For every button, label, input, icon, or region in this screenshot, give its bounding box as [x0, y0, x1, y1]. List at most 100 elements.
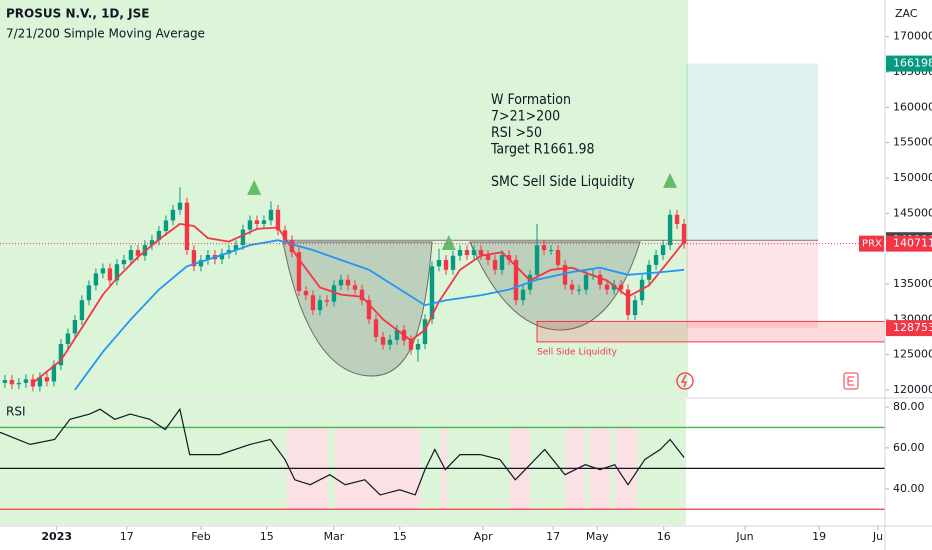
currency: ZAC — [895, 7, 918, 20]
indicator-title: 7/21/200 Simple Moving Average — [6, 27, 205, 41]
candle-body — [275, 209, 281, 231]
x-tick-label: 17 — [120, 530, 134, 543]
candle-body — [674, 214, 680, 224]
candle-body — [310, 295, 316, 311]
signal-triangle — [247, 179, 262, 195]
candle-body — [562, 264, 568, 285]
candle-body — [282, 230, 288, 241]
replay-icon[interactable] — [676, 372, 694, 390]
candle-body — [422, 319, 428, 345]
x-tick-label: Ju — [872, 530, 883, 543]
rsi-line — [0, 407, 685, 496]
candle-body — [345, 279, 351, 286]
target-zone — [686, 63, 818, 241]
price-tag — [886, 235, 932, 252]
y-tick-label: 60.00 — [893, 441, 925, 454]
candle-body — [170, 209, 176, 221]
candle-body — [2, 380, 8, 383]
candle-body — [394, 329, 400, 340]
candle-body — [121, 259, 127, 265]
signal-triangle — [663, 172, 678, 188]
candle-body — [653, 255, 659, 265]
candle-body — [16, 382, 22, 385]
w-cup-left — [282, 241, 433, 377]
x-tick-label: Apr — [474, 530, 494, 543]
annotation: 7>21>200 — [491, 109, 560, 125]
stop-zone — [686, 240, 818, 329]
candle-body — [198, 259, 204, 267]
candle-body — [359, 289, 365, 301]
candle-body — [534, 245, 540, 275]
candle-body — [387, 339, 393, 345]
candle-body — [555, 250, 561, 265]
candle-body — [107, 268, 113, 281]
candle-body — [513, 259, 519, 301]
candle-body — [233, 245, 239, 251]
candle-body — [408, 340, 414, 350]
x-tick-label: 16 — [657, 530, 671, 543]
candle-body — [191, 250, 197, 267]
symbol-label: PRX — [862, 239, 882, 250]
candle-body — [478, 250, 484, 256]
candle-body — [373, 319, 379, 337]
candle-body — [86, 285, 92, 301]
candle-body — [380, 336, 386, 345]
candle-body — [611, 284, 617, 290]
candle-body — [79, 300, 85, 321]
x-tick-label: Jun — [735, 530, 753, 543]
price-tag-label: 166198 — [893, 57, 932, 70]
candle-body — [576, 289, 582, 291]
chart-title: PROSUS N.V., 1D, JSE — [6, 7, 149, 21]
x-tick-label: 15 — [260, 530, 274, 543]
y-tick-label: 120000 — [893, 383, 932, 396]
candle-body — [37, 377, 43, 387]
candle-body — [548, 250, 554, 252]
x-tick-label: Mar — [324, 530, 345, 543]
earnings-icon[interactable] — [843, 372, 859, 390]
candle-body — [625, 289, 631, 316]
candle-body — [303, 291, 309, 296]
y-tick-label: 125000 — [893, 348, 932, 361]
y-tick-label: 135000 — [893, 277, 932, 290]
candle-body — [569, 284, 575, 290]
candle-body — [583, 274, 589, 290]
backgrounds — [0, 0, 688, 525]
price-tag-label: 140711 — [893, 237, 932, 250]
candle-body — [254, 220, 260, 224]
price-tag — [886, 320, 932, 337]
x-tick-label: 19 — [812, 530, 826, 543]
x-tick-label: 15 — [393, 530, 407, 543]
y-tick-label: 160000 — [893, 100, 932, 113]
x-tick-label: May — [586, 530, 609, 543]
x-tick-label: Feb — [191, 530, 210, 543]
price-tag-label: 128753 — [893, 321, 932, 334]
y-tick-label: 150000 — [893, 171, 932, 184]
candle-body — [499, 255, 505, 270]
candle-body — [632, 300, 638, 316]
candle-body — [366, 300, 372, 320]
candle-body — [317, 300, 323, 311]
candle-body — [464, 250, 470, 256]
candle-body — [429, 266, 435, 320]
candle-body — [205, 255, 211, 260]
candle-body — [156, 230, 162, 241]
candle-body — [681, 223, 687, 244]
liquidity-label: Sell Side Liquidity — [537, 347, 618, 357]
annotation: RSI >50 — [491, 125, 542, 141]
candle-body — [660, 245, 666, 256]
candle-body — [520, 289, 526, 301]
candle-body — [9, 380, 15, 385]
candle-body — [184, 202, 190, 251]
symbol-tag — [859, 235, 884, 252]
annotation: W Formation — [491, 92, 571, 108]
candle-body — [177, 202, 183, 210]
candle-body — [128, 250, 134, 260]
signal-triangle — [441, 235, 456, 251]
candle-body — [485, 255, 491, 260]
candle-body — [149, 240, 155, 246]
candle-body — [324, 300, 330, 302]
candle-body — [604, 284, 610, 290]
price-tag — [886, 55, 932, 72]
candle-body — [44, 377, 50, 382]
candle-body — [436, 259, 442, 267]
